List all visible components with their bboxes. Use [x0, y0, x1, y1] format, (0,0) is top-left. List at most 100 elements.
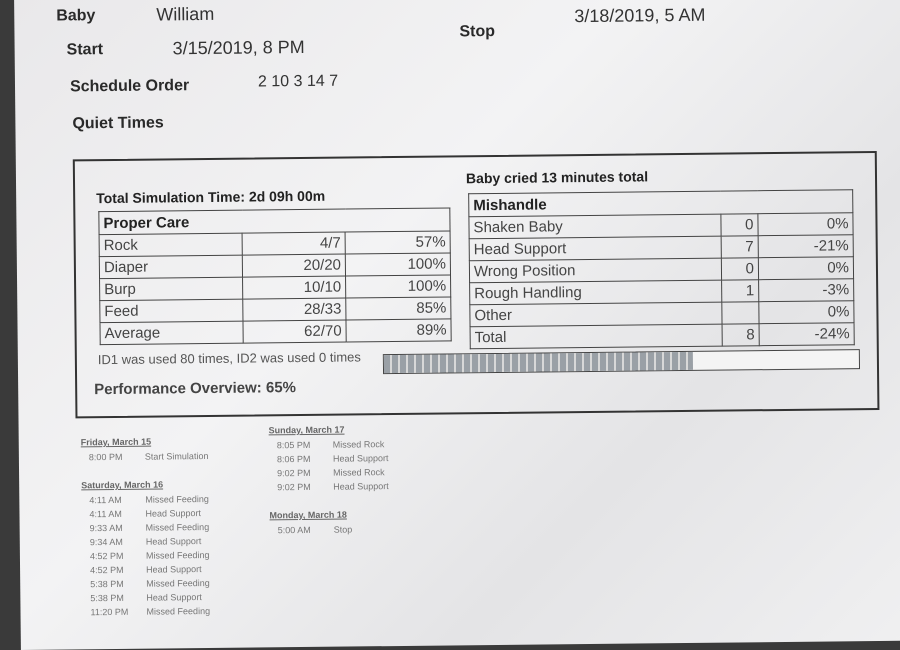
care-row-count: 4/7 [242, 232, 346, 256]
care-row-count: 10/10 [242, 276, 346, 300]
mishandle-row-count [721, 301, 760, 325]
log-event: Head Support [333, 481, 389, 492]
log-entry: 9:33 AM Missed Feeding [90, 522, 210, 533]
schedule-label: Schedule Order [69, 77, 190, 96]
mishandle-row: Total 8 -24% [470, 322, 855, 349]
mishandle-row-count: 0 [720, 257, 759, 281]
log-entry: 4:11 AM Missed Feeding [89, 494, 209, 505]
log-time: 5:00 AM [277, 524, 311, 536]
care-row-pct: 100% [345, 252, 451, 277]
log-event: Start Simulation [144, 450, 209, 462]
log-event: Missed Rock [332, 439, 385, 450]
log-day: Monday, March 18 5:00 AM Stop [269, 509, 390, 536]
log-entry: 8:06 PM Head Support [277, 453, 389, 464]
log-time: 9:33 AM [89, 522, 123, 534]
care-row-pct: 57% [345, 230, 451, 255]
log-day: Friday, March 15 8:00 PM Start Simulation [80, 436, 209, 463]
performance-bar-fill [383, 351, 693, 374]
log-event: Missed Feeding [145, 521, 210, 533]
care-row-pct: 89% [346, 318, 452, 343]
log-time: 4:52 PM [90, 564, 124, 576]
log-entry: 8:05 PM Missed Rock [277, 439, 389, 450]
log-event: Missed Feeding [145, 493, 209, 505]
stop-label: Stop [459, 22, 496, 41]
log-entry: 4:52 PM Missed Feeding [90, 550, 210, 561]
total-time: Total Simulation Time: 2d 09h 00m [96, 187, 326, 207]
log-day: Saturday, March 16 4:11 AM Missed Feeding 4… [81, 479, 210, 617]
mishandle-row-count: 7 [720, 235, 759, 259]
log-event: Missed Feeding [146, 605, 211, 617]
log-day: Sunday, March 17 8:05 PM Missed Rock 8:06 P… [268, 424, 389, 493]
log-time: 8:00 PM [88, 451, 123, 463]
report-sheet: Baby William Start 3/15/2019, 8 PM Stop … [14, 0, 900, 650]
log-time: 9:34 AM [89, 536, 123, 548]
log-entry: 4:11 AM Head Support [89, 508, 209, 519]
log-entry: 5:00 AM Stop [278, 524, 390, 535]
mishandle-row-count: 0 [720, 213, 759, 237]
log-time: 11:20 PM [90, 606, 129, 618]
mishandle-row-name: Shaken Baby [468, 214, 721, 239]
mishandle-row-pct: 0% [758, 256, 854, 280]
mishandle-row-name: Total [470, 324, 722, 349]
log-entry: 9:02 PM Head Support [277, 481, 389, 492]
care-row-name: Feed [99, 299, 244, 323]
mishandle-row-pct: -21% [758, 234, 854, 258]
log-event: Head Support [145, 508, 202, 519]
log-entry: 11:20 PM Missed Feeding [90, 606, 210, 617]
log-time: 4:11 AM [89, 494, 122, 506]
log-time: 9:02 PM [277, 467, 311, 479]
log-event: Missed Feeding [146, 577, 210, 589]
mishandle-row-name: Head Support [469, 236, 721, 261]
log-time: 8:05 PM [276, 439, 311, 451]
care-row-name: Diaper [99, 255, 243, 279]
log-day-title: Friday, March 15 [80, 436, 152, 448]
log-day-title: Saturday, March 16 [81, 479, 164, 491]
log-event: Head Support [332, 453, 389, 464]
care-row-name: Rock [99, 233, 243, 257]
care-row-count: 62/70 [243, 320, 347, 344]
log-time: 4:11 AM [89, 508, 122, 520]
log-entry: 9:34 AM Head Support [90, 536, 210, 547]
baby-label: Baby [56, 7, 96, 25]
care-row-count: 28/33 [242, 298, 347, 322]
mishandle-row-name: Wrong Position [469, 258, 722, 283]
care-row-count: 20/20 [242, 254, 346, 278]
log-time: 9:02 PM [277, 481, 311, 493]
log-entry: 8:00 PM Start Simulation [89, 451, 209, 462]
care-row: Average 62/70 89% [99, 318, 452, 345]
baby-value: William [156, 3, 215, 25]
log-event: Stop [333, 524, 353, 535]
log-time: 5:38 PM [90, 592, 124, 604]
log-day-title: Sunday, March 17 [268, 424, 345, 436]
stop-value: 3/18/2019, 5 AM [574, 4, 706, 27]
log-event: Head Support [145, 536, 202, 547]
mishandle-row-pct: -3% [758, 278, 854, 302]
log-time: 5:38 PM [90, 578, 124, 590]
schedule-value: 2 10 3 14 7 [257, 72, 339, 91]
log-event: Head Support [146, 564, 202, 575]
id-usage: ID1 was used 80 times, ID2 was used 0 ti… [97, 349, 361, 368]
start-label: Start [66, 41, 104, 59]
proper-care-table: Proper Care Rock 4/7 57% Diaper 20/20 100% Bur… [98, 207, 452, 345]
mishandle-row-pct: 0% [757, 212, 854, 236]
log-event: Missed Feeding [145, 549, 210, 561]
mishandle-row-count: 1 [721, 279, 759, 303]
care-row-name: Burp [99, 277, 243, 301]
quiet-times-label: Quiet Times [72, 114, 164, 133]
event-log-right: Sunday, March 17 8:05 PM Missed Rock 8:06 P… [269, 424, 390, 553]
care-row-pct: 100% [345, 274, 451, 299]
log-entry: 4:52 PM Head Support [90, 564, 210, 575]
mishandle-row-name: Other [469, 302, 722, 327]
log-event: Missed Rock [333, 467, 385, 478]
care-row-name: Average [99, 321, 244, 345]
log-time: 4:52 PM [89, 550, 124, 562]
mishandle-row-name: Rough Handling [469, 280, 722, 305]
log-entry: 5:38 PM Missed Feeding [90, 578, 210, 589]
start-value: 3/15/2019, 8 PM [172, 36, 305, 59]
care-row-pct: 85% [345, 296, 451, 321]
log-entry: 5:38 PM Head Support [90, 592, 210, 603]
mishandle-row-count: 8 [721, 323, 760, 347]
mishandle-table: Mishandle Shaken Baby 0 0% Head Support 7 -21… [468, 189, 855, 349]
log-event: Head Support [146, 592, 202, 603]
log-time: 8:06 PM [276, 453, 311, 465]
